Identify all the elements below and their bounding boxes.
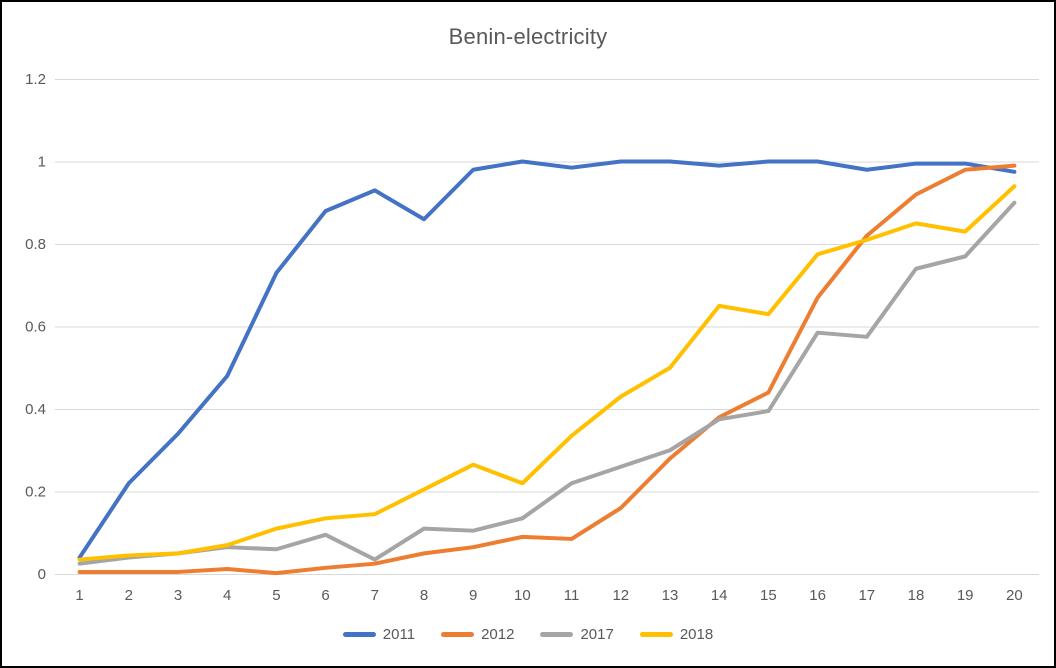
y-axis-tick-label: 0.2	[25, 484, 46, 501]
series-line-2017	[77, 200, 1017, 566]
legend-item-2011: 2011	[342, 626, 416, 643]
legend-swatch-2018	[639, 632, 673, 637]
legend-item-2017: 2017	[540, 626, 614, 643]
legend-swatch-2017	[540, 632, 574, 637]
y-axis-tick-label: 0.4	[25, 401, 46, 418]
chart-legend: 2011 2012 2017 2018	[2, 626, 1054, 643]
legend-item-2012: 2012	[441, 626, 514, 643]
x-axis-tick-label: 17	[858, 587, 875, 604]
series-line-2018	[77, 184, 1017, 562]
x-axis-tick-label: 10	[514, 587, 531, 604]
y-axis-tick-label: 0.8	[25, 236, 46, 253]
x-axis-tick-label: 15	[760, 587, 777, 604]
y-axis-tick-label: 1	[38, 154, 46, 171]
x-axis-tick-label: 5	[272, 587, 280, 604]
series-line-2012	[77, 163, 1017, 576]
series-line-2011	[77, 159, 1017, 560]
x-axis-tick-label: 19	[957, 587, 974, 604]
x-axis-tick-label: 1	[75, 587, 83, 604]
x-axis-tick-label: 18	[908, 587, 925, 604]
x-axis-tick-label: 14	[711, 587, 728, 604]
legend-label: 2011	[382, 626, 416, 643]
legend-swatch-2012	[441, 632, 475, 637]
chart-title: Benin-electricity	[448, 24, 608, 49]
x-axis-tick-label: 13	[662, 587, 679, 604]
x-axis-tick-label: 16	[809, 587, 826, 604]
legend-label: 2018	[679, 626, 714, 643]
x-axis-tick-label: 4	[223, 587, 231, 604]
x-axis-tick-label: 8	[420, 587, 428, 604]
legend-swatch-2011	[342, 632, 376, 637]
x-axis-tick-label: 2	[125, 587, 133, 604]
y-axis-tick-label: 0	[38, 566, 46, 583]
x-axis-tick-label: 6	[321, 587, 329, 604]
legend-label: 2012	[481, 626, 515, 643]
x-axis-tick-label: 7	[371, 587, 379, 604]
x-axis-tick-label: 9	[469, 587, 477, 604]
y-axis-tick-label: 1.2	[25, 71, 46, 88]
legend-item-2018: 2018	[639, 626, 714, 643]
x-axis-tick-label: 11	[564, 587, 580, 604]
x-axis-tick-label: 3	[174, 587, 182, 604]
x-axis-tick-label: 20	[1006, 587, 1023, 604]
y-axis-tick-label: 0.6	[25, 319, 46, 336]
x-axis-tick-label: 12	[612, 587, 629, 604]
legend-label: 2017	[580, 626, 614, 643]
